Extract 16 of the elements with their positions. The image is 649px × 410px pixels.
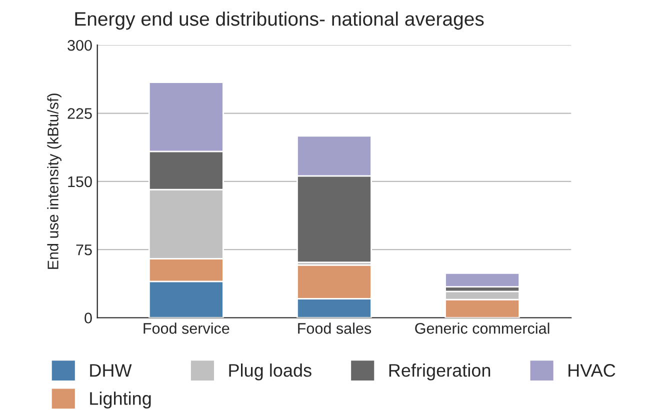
y-tick-label: 0 — [84, 312, 92, 324]
x-tick-label: Generic commercial — [415, 322, 550, 334]
bar — [444, 272, 520, 288]
x-tick-label: Food sales — [298, 322, 372, 334]
legend-label: Plug loads — [229, 364, 312, 380]
legend-label: HVAC — [568, 364, 616, 377]
y-tick-label: 225 — [68, 108, 92, 119]
legend-label: Lighting — [90, 392, 151, 408]
y-tick-label: 75 — [76, 244, 92, 256]
y-tick-label: 300 — [68, 40, 92, 51]
legend-label: Refrigeration — [389, 364, 490, 380]
y-axis-title: End use intensity (kBtu/sf) — [47, 94, 62, 269]
legend-label: DHW — [90, 364, 132, 377]
x-tick-label: Food service — [144, 322, 230, 334]
chart-title: Energy end use distributions- national averages — [75, 12, 484, 30]
y-tick-label: 150 — [68, 176, 92, 188]
